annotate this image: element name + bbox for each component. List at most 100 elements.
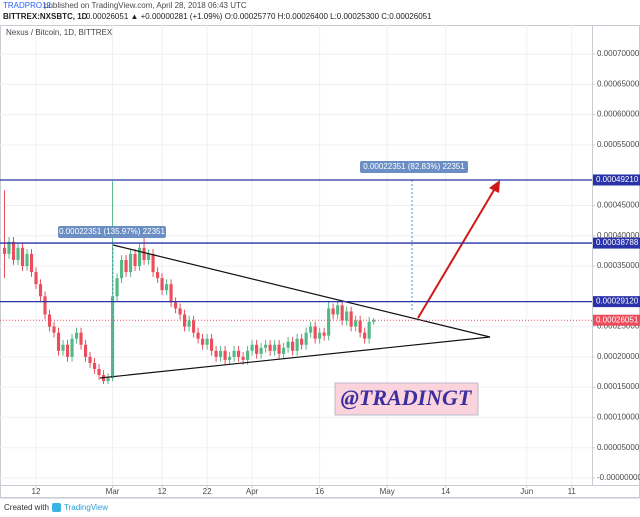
price-label-box <box>593 314 640 326</box>
x-tick-label: May <box>380 487 395 496</box>
measure-label: 0.00022351 (82.83%) 22351 <box>363 162 465 171</box>
candle-body <box>322 332 326 336</box>
candle-body <box>223 350 227 360</box>
candle-body <box>106 378 110 382</box>
candle-body <box>340 305 344 321</box>
candle-body <box>264 344 268 348</box>
candle-body <box>268 344 272 351</box>
candle-body <box>183 314 187 327</box>
y-tick-label: -0.00000000 <box>597 473 640 482</box>
y-tick-label: 0.00055000 <box>597 140 640 149</box>
candle-body <box>128 253 133 273</box>
candle-body <box>79 332 83 345</box>
candle-body <box>52 326 56 333</box>
candle-body <box>124 259 128 273</box>
candle-body <box>29 253 34 273</box>
candle-body <box>286 341 290 348</box>
candle-body <box>367 321 371 339</box>
candle-body <box>20 247 25 267</box>
candle-body <box>88 356 92 363</box>
candle-body <box>7 241 11 254</box>
y-tick-label: 0.00045000 <box>597 201 640 210</box>
x-tick-label: 12 <box>32 487 41 496</box>
candle-body <box>327 308 331 336</box>
candle-body <box>178 308 182 315</box>
candle-body <box>83 344 88 357</box>
candle-body <box>309 326 313 333</box>
candle-body <box>331 308 335 315</box>
symbol: BITTREX:NXSBTC, 1D <box>3 12 88 21</box>
candle-body <box>169 284 173 303</box>
author[interactable]: TRADPRO12 <box>3 1 52 10</box>
candle-body <box>363 332 367 339</box>
candle-body <box>196 332 200 339</box>
candle-body <box>210 338 214 351</box>
candle-body <box>65 344 70 357</box>
candle-body <box>300 338 304 345</box>
candle-body <box>92 362 97 369</box>
x-tick-label: 12 <box>158 487 167 496</box>
candle-body <box>237 350 241 357</box>
price-label-box <box>593 174 640 186</box>
candle-body <box>250 344 254 351</box>
price-label: 0.00038788 <box>596 238 639 247</box>
candle-body <box>241 356 245 360</box>
x-tick-label: Jun <box>520 487 533 496</box>
candle-body <box>164 284 169 291</box>
candle-body <box>142 247 146 260</box>
candle-body <box>259 347 263 354</box>
candle-body <box>354 320 358 327</box>
x-tick-label: 22 <box>203 487 212 496</box>
candle-body <box>277 344 281 354</box>
measure-label-box <box>360 161 468 173</box>
candle-body <box>38 284 43 297</box>
candle-body <box>228 356 232 360</box>
candle-body <box>173 302 178 309</box>
candle-body <box>318 332 322 339</box>
candle-body <box>246 350 250 360</box>
candle-body <box>97 368 101 376</box>
candle-body <box>349 311 353 327</box>
chart-title: Nexus / Bitcoin, 1D, BITTREX <box>6 28 113 37</box>
candle-body <box>155 272 160 279</box>
candle-body <box>192 320 196 333</box>
y-tick-label: 0.00040000 <box>597 231 640 240</box>
y-tick-label: 0.00060000 <box>597 110 640 119</box>
grid <box>0 25 592 485</box>
candle-body <box>11 241 16 260</box>
candle-body <box>70 338 74 357</box>
y-tick-label: 0.00005000 <box>597 443 640 452</box>
arrow <box>417 184 498 319</box>
price-label: 0.00049210 <box>596 175 639 184</box>
y-tick-label: 0.00065000 <box>597 79 640 88</box>
x-tick-label: 11 <box>568 487 577 496</box>
measure-label: 0.00022351 (135.97%) 22351 <box>59 227 165 236</box>
published: published on TradingView.com, April 28, … <box>44 1 247 10</box>
candle-body <box>313 326 317 339</box>
x-tick-label: Apr <box>246 487 259 496</box>
candle-body <box>115 278 119 297</box>
candle-body <box>133 253 137 267</box>
watermark: @TRADINGT <box>341 385 473 410</box>
candle-body <box>273 344 277 351</box>
candle-body <box>74 332 79 339</box>
candle-body <box>372 320 376 322</box>
candle-body <box>119 259 124 279</box>
candle-body <box>255 344 259 354</box>
candle-body <box>34 272 38 285</box>
candle-body <box>25 253 29 267</box>
candle-body <box>358 320 362 333</box>
y-tick-label: 0.00020000 <box>597 352 640 361</box>
candle-body <box>304 332 308 345</box>
footer-brand[interactable]: TradingView <box>64 503 108 512</box>
candle-body <box>43 296 47 315</box>
watermark-box <box>334 382 479 416</box>
trendline-lower <box>99 336 491 379</box>
candle-body <box>219 350 223 357</box>
candle-body <box>187 320 191 327</box>
price-label: 0.00026051 <box>596 315 639 324</box>
candle-body <box>232 350 236 357</box>
candle-body <box>201 338 205 345</box>
candle-body <box>214 350 218 357</box>
y-tick-label: 0.00010000 <box>597 413 640 422</box>
